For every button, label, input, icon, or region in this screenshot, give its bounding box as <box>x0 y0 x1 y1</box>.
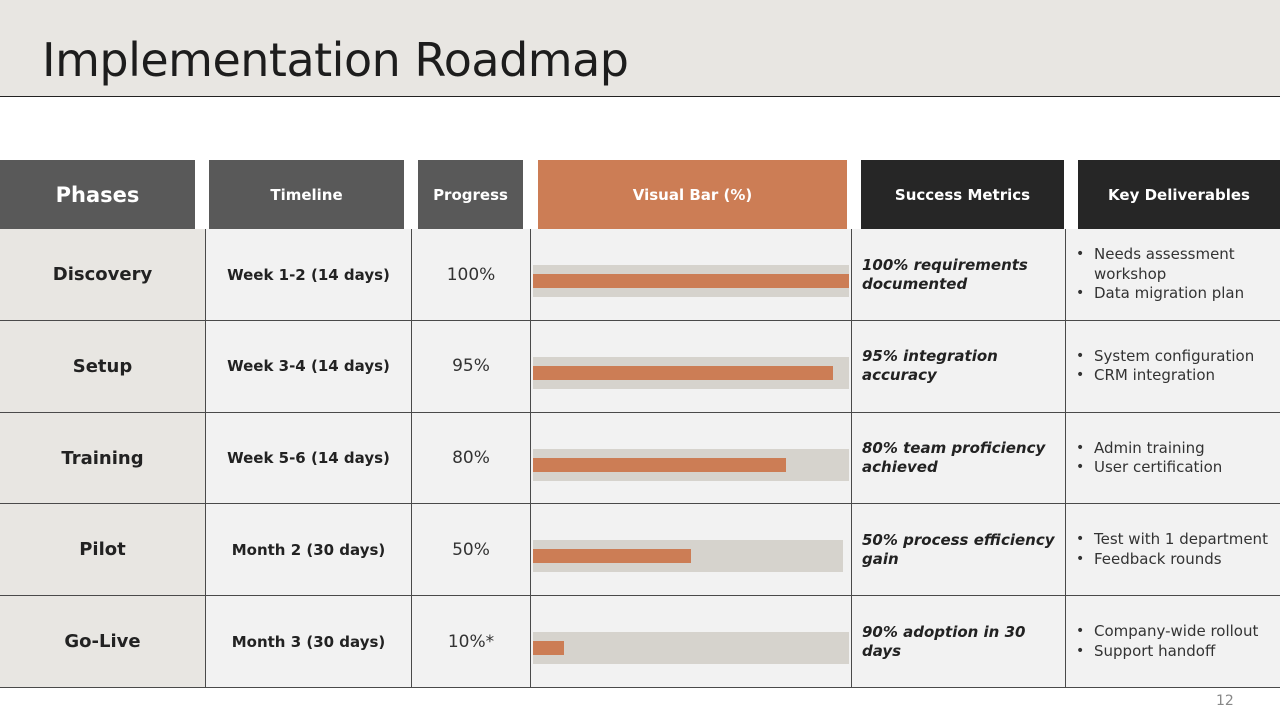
phase-timeline: Week 5-6 (14 days) <box>206 412 411 504</box>
success-metric: 100% requirements documented <box>852 229 1065 320</box>
column-divider <box>1065 229 1066 688</box>
column-divider <box>205 229 206 688</box>
header-visual-bar: Visual Bar (%) <box>538 160 847 229</box>
table-row: Pilot Month 2 (30 days) 50% 50% process eff… <box>0 504 1280 596</box>
progress-bar-track <box>533 540 843 573</box>
progress-bar-fill <box>533 641 564 656</box>
deliverable-item: User certification <box>1076 458 1222 478</box>
header-key-deliverables: Key Deliverables <box>1078 160 1280 229</box>
visual-bar-cell <box>531 596 851 688</box>
progress-label: 100% <box>412 229 530 320</box>
column-divider <box>851 229 852 688</box>
table-row: Discovery Week 1-2 (14 days) 100% 100% requ… <box>0 229 1280 320</box>
deliverables-list: System configurationCRM integration <box>1076 347 1254 386</box>
deliverables-list: Test with 1 departmentFeedback rounds <box>1076 530 1268 569</box>
phase-timeline: Month 3 (30 days) <box>206 596 411 688</box>
progress-label: 10%* <box>412 596 530 688</box>
progress-bar-track <box>533 265 849 297</box>
row-divider <box>0 503 1280 504</box>
visual-bar-cell <box>531 412 851 504</box>
phase-name: Pilot <box>0 504 205 596</box>
visual-bar-cell <box>531 229 851 320</box>
progress-label: 50% <box>412 504 530 596</box>
deliverable-item: Test with 1 department <box>1076 530 1268 550</box>
visual-bar-cell <box>531 320 851 412</box>
success-metric: 95% integration accuracy <box>852 320 1065 412</box>
column-divider <box>530 229 531 688</box>
row-divider <box>0 687 1280 688</box>
progress-bar-fill <box>533 274 849 288</box>
header-success-metrics: Success Metrics <box>861 160 1064 229</box>
header-progress: Progress <box>418 160 523 229</box>
phase-name: Discovery <box>0 229 205 320</box>
progress-bar-fill <box>533 365 833 380</box>
phase-timeline: Month 2 (30 days) <box>206 504 411 596</box>
key-deliverables: System configurationCRM integration <box>1066 320 1280 412</box>
phase-name: Training <box>0 412 205 504</box>
deliverable-item: Needs assessment workshop <box>1076 245 1280 284</box>
phase-name: Go-Live <box>0 596 205 688</box>
row-divider <box>0 320 1280 321</box>
table-row: Go-Live Month 3 (30 days) 10%* 90% adoption… <box>0 596 1280 688</box>
deliverables-list: Needs assessment workshopData migration … <box>1076 245 1280 304</box>
phase-timeline: Week 3-4 (14 days) <box>206 320 411 412</box>
deliverable-item: System configuration <box>1076 347 1254 367</box>
deliverable-item: Feedback rounds <box>1076 550 1268 570</box>
key-deliverables: Test with 1 departmentFeedback rounds <box>1066 504 1280 596</box>
success-metric: 90% adoption in 30 days <box>852 596 1065 688</box>
phase-name: Setup <box>0 320 205 412</box>
page-number: 12 <box>1216 693 1234 709</box>
header-timeline: Timeline <box>209 160 404 229</box>
key-deliverables: Company-wide rolloutSupport handoff <box>1066 596 1280 688</box>
page-title: Implementation Roadmap <box>42 33 629 87</box>
progress-bar-fill <box>533 549 691 564</box>
table-row: Setup Week 3-4 (14 days) 95% 95% integratio… <box>0 320 1280 412</box>
visual-bar-cell <box>531 504 851 596</box>
progress-label: 95% <box>412 320 530 412</box>
phase-timeline: Week 1-2 (14 days) <box>206 229 411 320</box>
progress-bar-fill <box>533 457 786 472</box>
progress-label: 80% <box>412 412 530 504</box>
table-row: Training Week 5-6 (14 days) 80% 80% team pr… <box>0 412 1280 504</box>
deliverables-list: Company-wide rolloutSupport handoff <box>1076 622 1258 661</box>
header-phases: Phases <box>0 160 195 229</box>
deliverable-item: Data migration plan <box>1076 284 1280 304</box>
deliverable-item: Admin training <box>1076 439 1222 459</box>
progress-bar-track <box>533 356 849 389</box>
progress-bar-track <box>533 448 849 481</box>
deliverable-item: Company-wide rollout <box>1076 622 1258 642</box>
success-metric: 80% team proficiency achieved <box>852 412 1065 504</box>
deliverables-list: Admin trainingUser certification <box>1076 439 1222 478</box>
progress-bar-track <box>533 632 849 665</box>
deliverable-item: CRM integration <box>1076 366 1254 386</box>
row-divider <box>0 595 1280 596</box>
key-deliverables: Needs assessment workshopData migration … <box>1066 229 1280 320</box>
column-divider <box>411 229 412 688</box>
row-divider <box>0 412 1280 413</box>
key-deliverables: Admin trainingUser certification <box>1066 412 1280 504</box>
success-metric: 50% process efficiency gain <box>852 504 1065 596</box>
deliverable-item: Support handoff <box>1076 642 1258 662</box>
title-band: Implementation Roadmap <box>0 0 1280 97</box>
